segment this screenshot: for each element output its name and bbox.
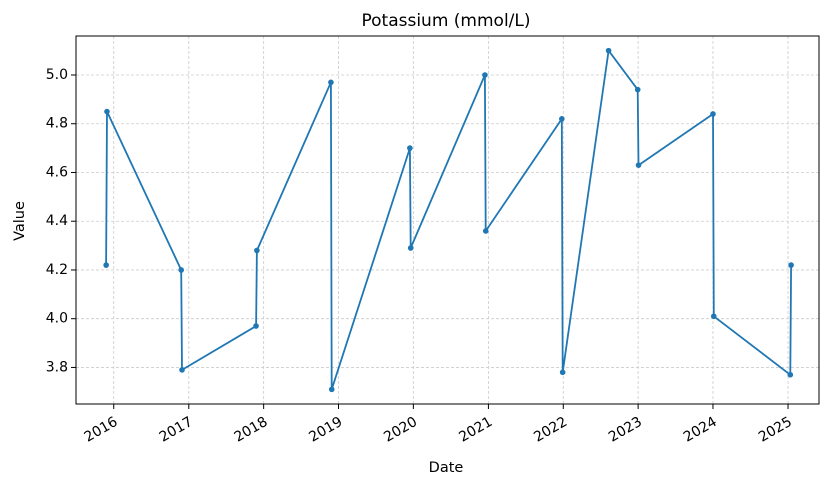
data-point [710,313,717,320]
x-axis-label: Date [429,460,464,476]
data-point [605,47,612,54]
data-point [407,245,414,251]
y-tick-label: 4.2 [46,262,68,278]
data-point [559,369,566,376]
data-point [178,267,185,273]
y-tick-label: 3.8 [46,359,68,375]
data-point [482,228,489,234]
data-point [787,371,794,378]
data-point [254,247,260,254]
chart-title: Potassium (mmol/L) [361,11,530,31]
data-point [179,367,185,373]
data-point [634,86,641,93]
data-point [103,262,109,268]
y-tick-label: 4.8 [46,116,68,132]
y-axis-ticks: 3.8 4.0 4.2 4.4 4.6 4.8 5.0 [46,67,76,375]
data-point [407,145,413,151]
y-axis-label: Value [12,201,28,241]
data-point [482,72,488,78]
y-tick-label: 5.0 [46,67,68,83]
plot-frame [75,35,820,405]
data-point [559,116,565,122]
data-point [253,323,259,329]
y-tick-label: 4.6 [46,164,68,180]
data-point [635,162,642,168]
y-tick-label: 4.0 [46,311,68,327]
y-tick-label: 4.4 [46,213,68,229]
data-point [104,108,110,115]
data-point [328,79,334,86]
data-point [328,386,335,393]
data-point [788,262,794,268]
series-layer [103,47,794,393]
data-point [710,111,716,117]
